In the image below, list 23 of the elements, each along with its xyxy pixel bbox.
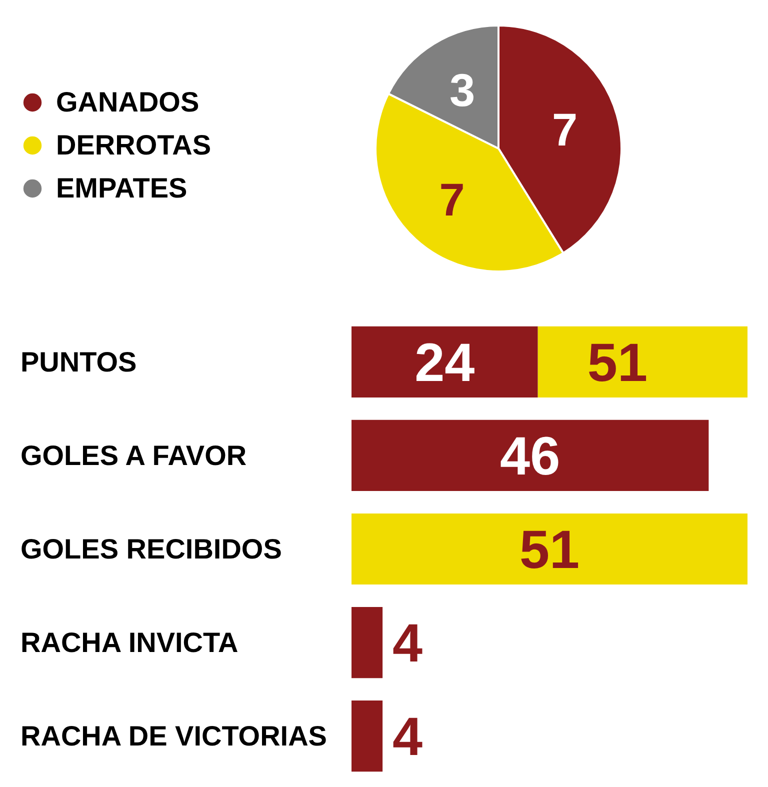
data-label: 4 [392, 707, 423, 768]
bar [352, 420, 709, 492]
data-label: 7 [439, 173, 465, 226]
legend-label: DERROTAS [56, 128, 212, 162]
y-tick-label: RACHA DE VICTORIAS [20, 720, 327, 752]
data-label: 46 [500, 426, 560, 486]
bar [352, 700, 383, 772]
data-label: 7 [552, 104, 578, 156]
bar [352, 606, 383, 678]
data-label: 4 [392, 614, 423, 674]
legend-label: EMPATES [56, 171, 188, 205]
data-label: 3 [449, 64, 476, 116]
legend-label: GANADOS [56, 85, 200, 119]
bar [538, 326, 748, 398]
y-tick-label: PUNTOS [20, 346, 137, 378]
data-label: 24 [414, 332, 475, 393]
y-tick-label: GOLES RECIBIDOS [20, 534, 282, 564]
bar [352, 513, 748, 585]
y-tick-label: RACHA INVICTA [20, 627, 238, 658]
total-label: 51 [587, 332, 648, 393]
bar [352, 326, 538, 398]
y-tick-label: GOLES A FAVOR [20, 440, 247, 471]
data-label: 51 [519, 520, 580, 580]
